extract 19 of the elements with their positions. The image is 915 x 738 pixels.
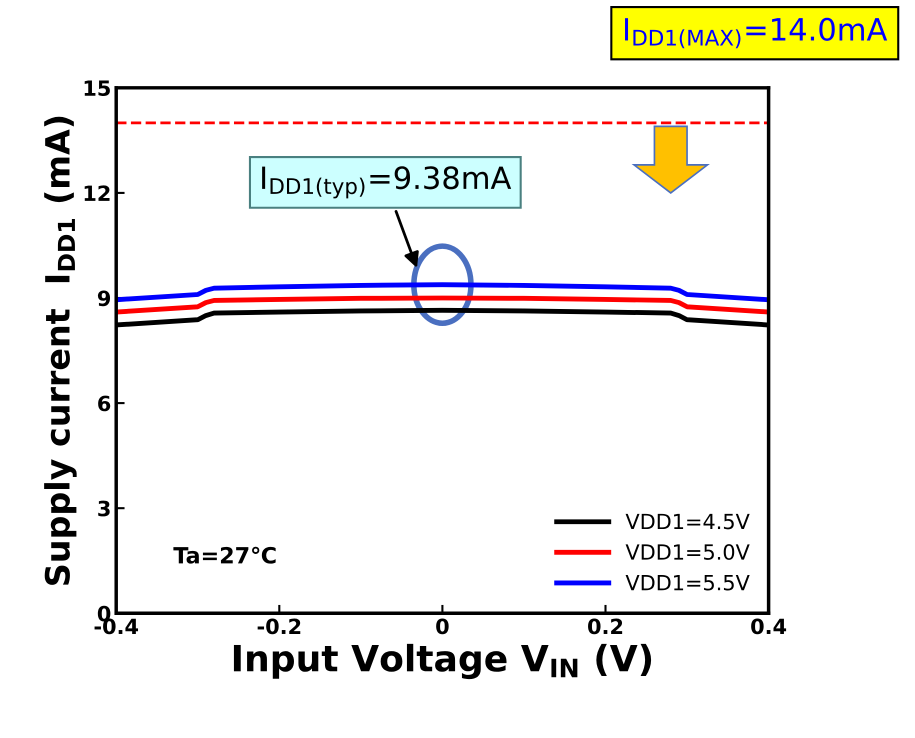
x-tick-label: 0.2 — [588, 618, 622, 634]
y-tick-label: 15 — [84, 80, 110, 96]
legend-label: VDD1=4.5V — [626, 514, 750, 530]
line-series — [116, 296, 769, 314]
y-tick-label: 12 — [84, 185, 110, 201]
y-tick-label: 3 — [98, 500, 110, 516]
line-series — [116, 282, 769, 302]
legend-label: VDD1=5.0V — [626, 544, 750, 560]
y-axis-title: Supply current I$_{DD1}$ (mA) — [44, 116, 77, 585]
y-tick-label: 6 — [98, 396, 110, 412]
annotation: I$_{DD1(typ)}$=9.38mA — [262, 166, 512, 198]
x-tick-label: -0.2 — [258, 618, 300, 634]
x-tick-label: 0 — [436, 618, 449, 634]
y-tick-label: 9 — [98, 290, 110, 306]
ref-line-label: I$_{DD1(MAX)}$=14.0mA — [625, 18, 888, 48]
legend-label: VDD1=5.5V — [626, 575, 750, 590]
x-tick-label: 0.4 — [751, 618, 786, 634]
x-axis-title: Input Voltage V$_{IN}$ (V) — [234, 644, 652, 680]
annotation: Ta=27℃ — [173, 546, 276, 564]
